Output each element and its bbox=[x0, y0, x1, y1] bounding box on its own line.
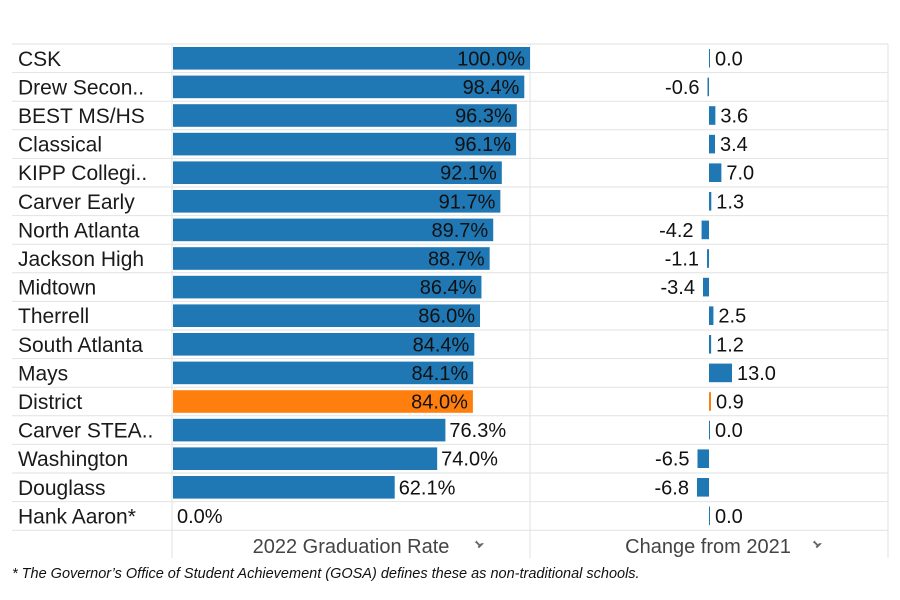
change-label: -3.4 bbox=[661, 277, 695, 299]
change-label: 13.0 bbox=[737, 363, 776, 385]
grad-rate-label: 88.7% bbox=[428, 249, 485, 271]
change-label: -4.2 bbox=[659, 220, 693, 242]
change-bar bbox=[707, 77, 709, 97]
grad-rate-label: 86.0% bbox=[418, 306, 475, 328]
category-label: BEST MS/HS bbox=[18, 105, 145, 128]
change-bar bbox=[707, 249, 709, 268]
grad-rate-bar bbox=[173, 275, 482, 299]
change-bar bbox=[709, 134, 716, 154]
change-bar bbox=[709, 420, 710, 440]
category-label: Therrell bbox=[18, 305, 89, 328]
footnote: * The Governor’s Office of Student Achie… bbox=[12, 566, 640, 582]
grad-rate-bar bbox=[173, 476, 395, 499]
change-label: 0.0 bbox=[715, 48, 743, 70]
change-bar bbox=[696, 478, 709, 497]
change-bar bbox=[709, 363, 732, 383]
grad-rate-label: 100.0% bbox=[457, 48, 525, 70]
category-label: Douglass bbox=[18, 477, 106, 500]
category-label: Hank Aaron* bbox=[18, 505, 136, 528]
change-bar bbox=[709, 335, 712, 354]
grad-rate-label: 86.4% bbox=[420, 277, 477, 299]
grad-rate-label: 74.0% bbox=[441, 449, 498, 471]
grad-rate-bar bbox=[173, 47, 530, 70]
grad-rate-bar bbox=[173, 132, 517, 156]
grad-rate-label: 84.1% bbox=[412, 363, 469, 385]
change-label: 7.0 bbox=[726, 163, 754, 185]
grad-rate-bar bbox=[173, 161, 502, 184]
grad-rate-label: 98.4% bbox=[463, 77, 520, 99]
column-header-grad-rate: 2022 Graduation Rate bbox=[253, 536, 450, 558]
change-bar bbox=[697, 449, 709, 468]
grad-rate-bar bbox=[173, 218, 494, 242]
change-label: 3.4 bbox=[720, 134, 748, 156]
grad-rate-bar bbox=[173, 447, 438, 470]
change-label: 1.3 bbox=[716, 191, 744, 213]
change-bar bbox=[709, 106, 716, 125]
change-label: -6.5 bbox=[655, 449, 689, 471]
change-label: -1.1 bbox=[665, 249, 699, 271]
category-label: South Atlanta bbox=[18, 334, 143, 357]
graduation-rate-chart: CSK 100.0% 0.0 Drew Secon.. 98.4% -0.6 BEST MS… bbox=[12, 43, 889, 558]
grad-rate-bar bbox=[173, 75, 525, 99]
grad-rate-bar bbox=[173, 390, 473, 413]
change-bar bbox=[709, 163, 722, 182]
grad-rate-bar bbox=[173, 247, 490, 270]
change-label: 2.5 bbox=[718, 306, 746, 328]
category-label: Carver Early bbox=[18, 191, 135, 214]
grad-rate-bar bbox=[173, 361, 474, 385]
change-bar bbox=[709, 306, 714, 325]
grad-rate-label: 96.1% bbox=[454, 134, 511, 156]
category-label: CSK bbox=[18, 48, 61, 71]
change-bar bbox=[709, 392, 711, 411]
change-bar bbox=[709, 192, 712, 211]
category-label: Classical bbox=[18, 134, 102, 157]
grad-rate-label: 91.7% bbox=[439, 191, 496, 213]
grad-rate-bar bbox=[173, 304, 481, 327]
grad-rate-label: 76.3% bbox=[449, 420, 506, 442]
column-header-change: Change from 2021 bbox=[625, 536, 791, 558]
grad-rate-label: 62.1% bbox=[399, 477, 456, 499]
grad-rate-bar bbox=[173, 418, 446, 442]
change-label: -0.6 bbox=[665, 77, 699, 99]
category-label: Midtown bbox=[18, 277, 96, 300]
pin-icon bbox=[474, 540, 484, 549]
change-label: 0.9 bbox=[716, 392, 744, 414]
grad-rate-label: 84.0% bbox=[411, 392, 468, 414]
pin-icon bbox=[812, 540, 822, 549]
category-label: District bbox=[18, 391, 82, 414]
grad-rate-bar bbox=[173, 190, 501, 213]
change-label: 0.0 bbox=[715, 420, 743, 442]
category-label: Carver STEA.. bbox=[18, 420, 153, 443]
category-label: Drew Secon.. bbox=[18, 76, 144, 99]
grad-rate-label: 92.1% bbox=[440, 163, 497, 185]
grad-rate-label: 96.3% bbox=[455, 106, 512, 128]
grad-rate-bar bbox=[173, 333, 475, 356]
change-bar bbox=[702, 277, 709, 297]
change-bar bbox=[709, 49, 710, 68]
grad-rate-label: 0.0% bbox=[177, 506, 223, 528]
category-label: Mays bbox=[18, 362, 68, 385]
change-bar bbox=[701, 220, 709, 240]
grad-rate-label: 89.7% bbox=[432, 220, 489, 242]
change-label: 3.6 bbox=[720, 106, 748, 128]
change-label: 0.0 bbox=[715, 506, 743, 528]
grad-rate-bar bbox=[173, 104, 517, 127]
change-bar bbox=[709, 506, 710, 526]
change-label: -6.8 bbox=[655, 477, 689, 499]
category-label: North Atlanta bbox=[18, 219, 140, 242]
category-label: Washington bbox=[18, 448, 128, 471]
change-label: 1.2 bbox=[716, 334, 744, 356]
category-label: KIPP Collegi.. bbox=[18, 162, 147, 185]
category-label: Jackson High bbox=[18, 248, 144, 271]
grad-rate-label: 84.4% bbox=[413, 334, 470, 356]
